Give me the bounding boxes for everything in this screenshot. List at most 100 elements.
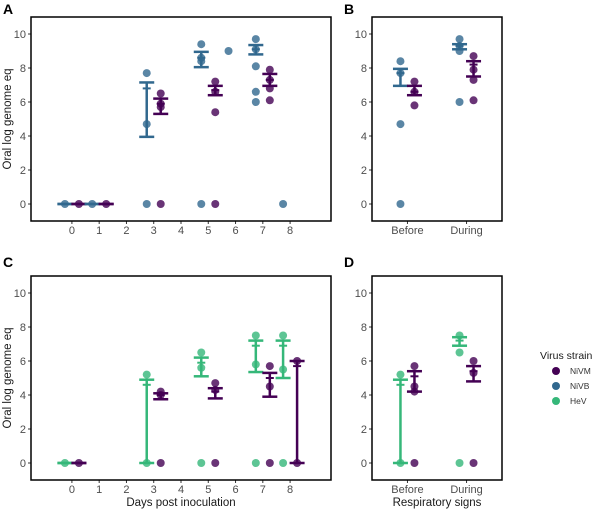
data-point [265,96,274,105]
x-tick-label: 2 [123,484,129,496]
panel-frame [371,275,503,481]
group-hev [139,370,155,467]
x-tick-label: 7 [260,484,266,496]
data-point [142,200,151,208]
data-point [197,40,206,49]
data-point [469,96,478,105]
data-point [469,459,478,467]
group-nivm [98,200,114,208]
y-axis-title-c: Oral log genome eq [2,327,14,428]
data-point [142,69,151,78]
x-tick-label: 1 [96,484,102,496]
panel-a: 0 2 4 6 8 10 0 1 2 3 4 5 6 7 8 [14,16,332,237]
y-tick-label: 4 [361,390,367,402]
group-nivm [262,65,278,105]
x-tick-label: 1 [96,225,102,237]
data-point [197,459,206,467]
group-nivm [207,77,223,208]
legend-key-nivb [552,382,560,390]
group-hev [248,331,264,467]
group-nivb [224,47,233,55]
y-tick-label: 2 [361,165,367,177]
data-point [156,459,165,467]
panel-frame [30,16,332,222]
y-tick-label: 0 [361,199,367,211]
y-tick-label: 6 [20,97,26,109]
group-hev [392,370,408,467]
x-tick-label: 5 [205,225,211,237]
panel-label-b: B [344,1,354,17]
y-tick-label: 4 [361,131,367,143]
x-tick-label: 3 [151,225,157,237]
group-nivb [57,200,73,208]
data-point [396,370,405,379]
y-tick-label: 8 [361,322,367,334]
y-tick-label: 2 [20,424,26,436]
x-tick-label: Before [391,225,423,237]
group-hev [193,348,209,467]
x-tick-label: During [450,225,482,237]
data-point [197,200,206,208]
data-point [396,57,405,66]
y-tick-label: 4 [20,390,26,402]
group-nivm [153,387,169,467]
data-point [279,459,288,467]
data-point [410,77,419,86]
x-tick-label: 8 [287,484,293,496]
data-point [211,459,220,467]
data-point [410,362,419,371]
panel-d: 0 2 4 6 8 10 Before During [355,275,503,496]
data-point [396,120,405,129]
group-hev [57,459,73,467]
data-point [211,200,220,208]
group-nivm [466,357,482,467]
data-point [469,52,478,61]
y-tick-label: 0 [20,199,26,211]
panel-c: 0 2 4 6 8 10 0 1 2 3 4 5 6 7 8 [14,275,332,496]
group-nivb [84,200,100,208]
group-nivb [248,35,264,106]
panel-label-a: A [3,1,13,17]
data-point [251,459,260,467]
group-nivb [139,69,155,208]
x-tick-label: 0 [69,484,75,496]
y-tick-label: 10 [355,29,367,41]
data-point [265,459,274,467]
x-tick-label: 0 [69,225,75,237]
y-axis-title-a: Oral log genome eq [2,68,14,169]
group-nivm [207,379,223,467]
panel-label-c: C [3,254,13,270]
data-point [251,35,260,44]
group-nivm [153,89,169,208]
x-tick-label: 4 [178,225,184,237]
legend-key-nivm [552,367,560,375]
data-point [279,200,288,208]
data-point [455,35,464,44]
x-tick-label: 6 [232,484,238,496]
data-point [251,98,260,106]
group-nivm [406,362,422,467]
x-tick-label: 8 [287,225,293,237]
data-point [211,379,220,388]
x-tick-label: During [450,484,482,496]
data-point [142,370,151,379]
y-tick-label: 2 [361,424,367,436]
x-axis-title-d: Respiratory signs [393,497,482,509]
x-tick-label: 4 [178,484,184,496]
panel-frame [371,16,503,222]
data-point [156,89,165,98]
data-point [211,77,220,86]
x-tick-label: 7 [260,225,266,237]
group-nivb [279,200,288,208]
data-point [211,108,220,117]
y-tick-label: 0 [361,458,367,470]
data-point [396,200,405,208]
y-tick-label: 10 [14,288,26,300]
group-nivb [392,57,408,208]
legend: Virus strain NiVM NiVB HeV [540,350,592,406]
legend-title: Virus strain [540,350,592,362]
x-tick-label: 2 [123,225,129,237]
group-nivm [406,77,422,110]
data-point [410,459,419,467]
